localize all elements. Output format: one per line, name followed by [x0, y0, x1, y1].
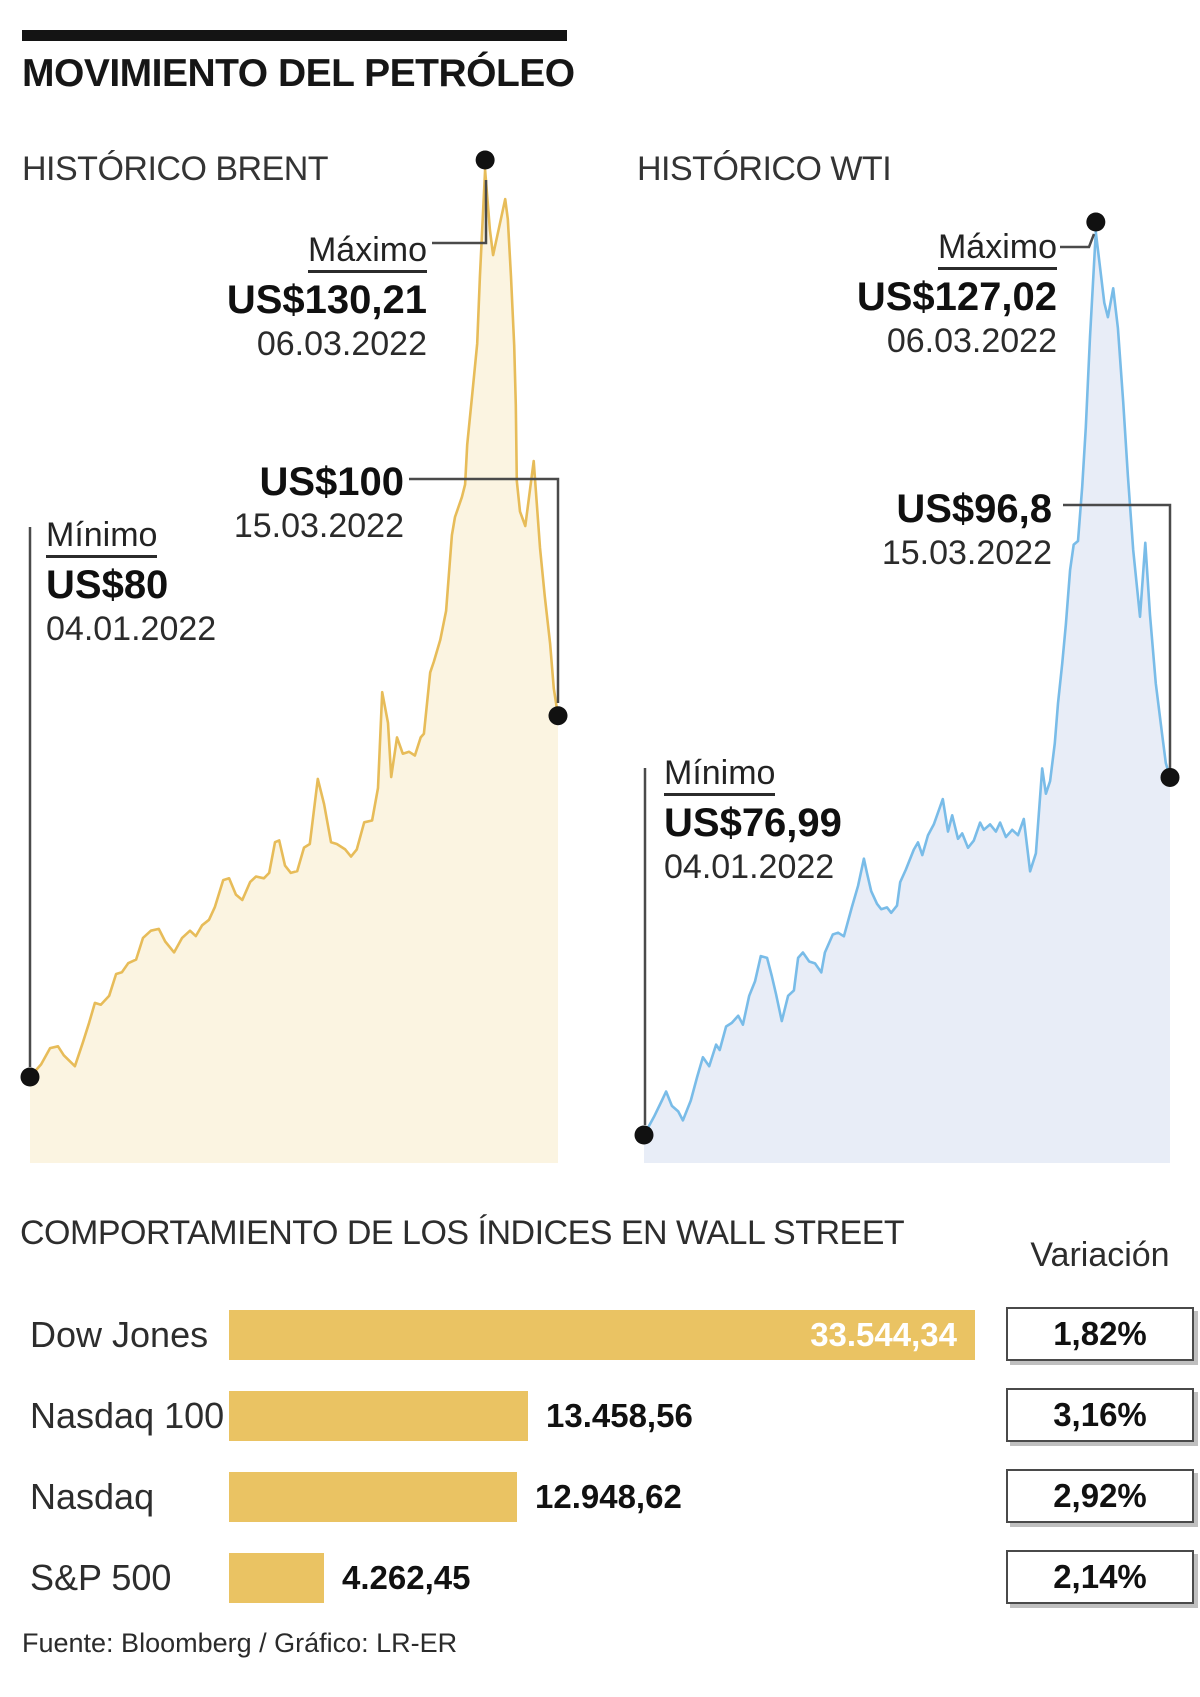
- brent-max-annotation: Máximo US$130,21 06.03.2022: [227, 233, 427, 361]
- source-credit: Fuente: Bloomberg / Gráfico: LR-ER: [22, 1628, 458, 1658]
- wti-min-date: 04.01.2022: [664, 848, 835, 886]
- page-title: MOVIMIENTO DEL PETRÓLEO: [22, 52, 575, 95]
- brent-min-value: US$80: [46, 563, 169, 607]
- variation-value: 1,82%: [1053, 1315, 1147, 1352]
- index-row-sp-500: S&P 500 4.262,45 2,14%: [0, 1550, 1200, 1607]
- brent-min-annotation: Mínimo US$80 04.01.2022: [46, 518, 216, 646]
- wti-max-connector-line: [1060, 233, 1096, 249]
- index-row-nasdaq-100: Nasdaq 100 13.458,56 3,16%: [0, 1388, 1200, 1445]
- wti-min-label: Mínimo: [664, 756, 776, 796]
- wti-last-connector-line: [1063, 503, 1172, 769]
- wti-area-fill: [644, 232, 1170, 1163]
- brent-last-connector-line: [409, 477, 560, 703]
- wti-price-line: [642, 230, 1172, 1137]
- wti-max-value: US$127,02: [856, 275, 1057, 319]
- index-bar: [229, 1553, 324, 1603]
- variation-box: 1,82%: [1006, 1307, 1194, 1361]
- wti-min-value: US$76,99: [664, 801, 842, 845]
- index-row-nasdaq: Nasdaq 12.948,62 2,92%: [0, 1469, 1200, 1526]
- index-bar: [229, 1472, 517, 1522]
- brent-min-point-dot: [20, 1067, 40, 1087]
- wti-last-value: US$96,8: [896, 487, 1052, 531]
- variation-value: 2,92%: [1053, 1477, 1147, 1514]
- wti-min-annotation: Mínimo US$76,99 04.01.2022: [664, 756, 842, 884]
- index-bar: [229, 1391, 528, 1441]
- brent-last-value: US$100: [259, 460, 404, 504]
- wti-last-point-dot: [1160, 767, 1180, 787]
- title-accent-bar: [22, 30, 567, 41]
- wti-max-point-dot: [1086, 212, 1106, 232]
- variation-box: 3,16%: [1006, 1388, 1194, 1442]
- wti-last-date: 15.03.2022: [881, 534, 1052, 572]
- wti-chart-heading: HISTÓRICO WTI: [637, 150, 892, 188]
- index-row-dow-jones: Dow Jones 33.544,34 1,82%: [0, 1307, 1200, 1364]
- brent-max-date: 06.03.2022: [256, 325, 427, 363]
- index-label: Nasdaq 100: [30, 1395, 225, 1436]
- wti-min-point-dot: [634, 1125, 654, 1145]
- brent-min-date: 04.01.2022: [46, 610, 217, 648]
- brent-last-point-dot: [548, 706, 568, 726]
- index-value: 13.458,56: [546, 1397, 693, 1434]
- index-label: Dow Jones: [30, 1314, 209, 1355]
- wti-max-annotation: Máximo US$127,02 06.03.2022: [857, 230, 1057, 358]
- brent-max-value: US$130,21: [226, 278, 427, 322]
- variation-value: 3,16%: [1053, 1396, 1147, 1433]
- index-value: 33.544,34: [810, 1316, 957, 1353]
- variation-value: 2,14%: [1053, 1558, 1147, 1595]
- brent-max-label: Máximo: [307, 233, 427, 273]
- wti-max-label: Máximo: [937, 230, 1057, 270]
- variation-column-heading: Variación: [1030, 1236, 1170, 1274]
- brent-last-date: 15.03.2022: [233, 507, 404, 545]
- index-bar: [229, 1310, 975, 1360]
- index-label: S&P 500: [30, 1557, 172, 1598]
- brent-chart-heading: HISTÓRICO BRENT: [22, 150, 329, 188]
- index-label: Nasdaq: [30, 1476, 155, 1517]
- variation-box: 2,14%: [1006, 1550, 1194, 1604]
- brent-last-annotation: US$100 15.03.2022: [234, 455, 404, 543]
- brent-max-connector-line: [432, 180, 488, 245]
- wti-last-annotation: US$96,8 15.03.2022: [882, 482, 1052, 570]
- variation-box: 2,92%: [1006, 1469, 1194, 1523]
- index-value: 4.262,45: [342, 1559, 471, 1596]
- brent-min-label: Mínimo: [46, 518, 158, 558]
- wti-max-date: 06.03.2022: [886, 322, 1057, 360]
- index-value: 12.948,62: [535, 1478, 682, 1515]
- indices-section-heading: COMPORTAMIENTO DE LOS ÍNDICES EN WALL ST…: [20, 1214, 905, 1252]
- brent-max-point-dot: [475, 150, 495, 170]
